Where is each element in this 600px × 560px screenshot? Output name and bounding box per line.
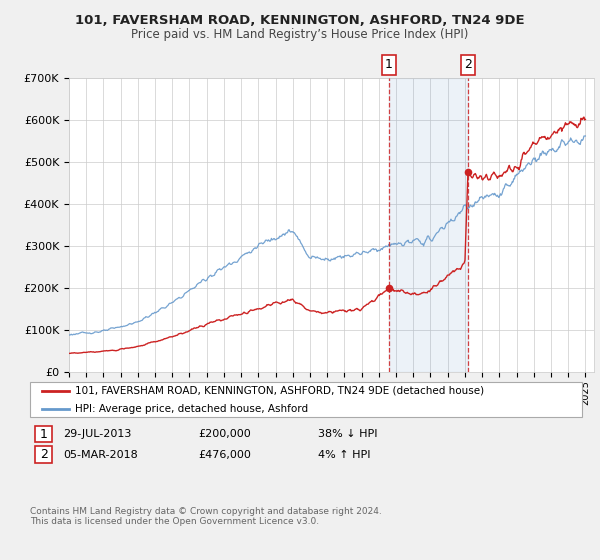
Text: 05-MAR-2018: 05-MAR-2018 — [63, 450, 138, 460]
Bar — [389, 78, 468, 372]
Text: Contains HM Land Registry data © Crown copyright and database right 2024.
This d: Contains HM Land Registry data © Crown c… — [30, 507, 382, 526]
Text: 1: 1 — [385, 58, 392, 72]
Text: 101, FAVERSHAM ROAD, KENNINGTON, ASHFORD, TN24 9DE (detached house): 101, FAVERSHAM ROAD, KENNINGTON, ASHFORD… — [75, 386, 484, 396]
Text: 29-JUL-2013: 29-JUL-2013 — [63, 429, 131, 439]
Text: Price paid vs. HM Land Registry’s House Price Index (HPI): Price paid vs. HM Land Registry’s House … — [131, 28, 469, 41]
Text: £476,000: £476,000 — [198, 450, 251, 460]
Text: 1: 1 — [40, 427, 48, 441]
Text: 101, FAVERSHAM ROAD, KENNINGTON, ASHFORD, TN24 9DE: 101, FAVERSHAM ROAD, KENNINGTON, ASHFORD… — [75, 14, 525, 27]
Text: 38% ↓ HPI: 38% ↓ HPI — [318, 429, 377, 439]
Text: 2: 2 — [464, 58, 472, 72]
Text: 2: 2 — [40, 448, 48, 461]
Text: HPI: Average price, detached house, Ashford: HPI: Average price, detached house, Ashf… — [75, 404, 308, 414]
Text: 4% ↑ HPI: 4% ↑ HPI — [318, 450, 371, 460]
Text: £200,000: £200,000 — [198, 429, 251, 439]
